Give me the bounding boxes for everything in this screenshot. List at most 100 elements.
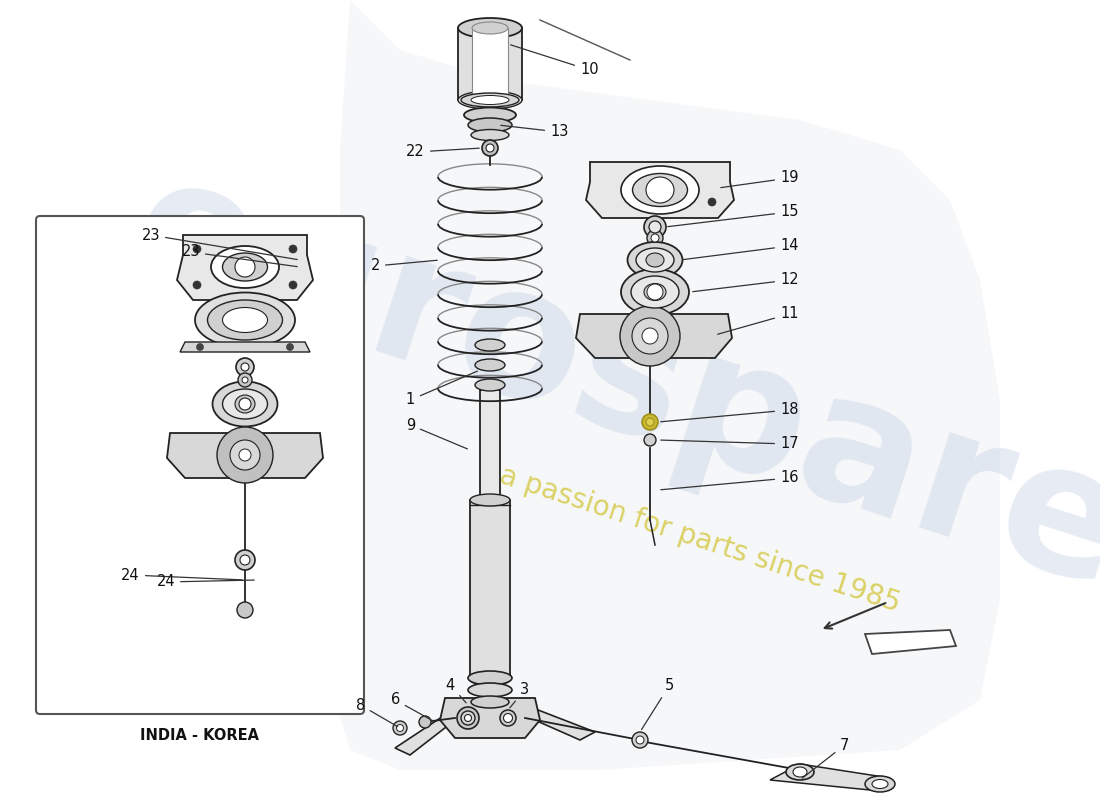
Ellipse shape (646, 177, 674, 203)
Ellipse shape (471, 696, 509, 708)
Circle shape (240, 555, 250, 565)
Polygon shape (865, 630, 956, 654)
Circle shape (286, 343, 294, 350)
Text: 18: 18 (661, 402, 799, 422)
Ellipse shape (195, 293, 295, 347)
Circle shape (192, 245, 201, 253)
Circle shape (644, 434, 656, 446)
Circle shape (289, 281, 297, 289)
Circle shape (393, 721, 407, 735)
Circle shape (646, 418, 654, 426)
Ellipse shape (208, 300, 283, 340)
Ellipse shape (468, 671, 512, 685)
Ellipse shape (475, 339, 505, 351)
Text: 1: 1 (406, 371, 477, 407)
Circle shape (236, 602, 253, 618)
Ellipse shape (475, 379, 505, 391)
Ellipse shape (461, 711, 475, 725)
Ellipse shape (872, 779, 888, 789)
Ellipse shape (471, 95, 509, 105)
Circle shape (235, 550, 255, 570)
Text: 3: 3 (509, 682, 529, 708)
Ellipse shape (222, 253, 267, 281)
Ellipse shape (475, 359, 505, 371)
Ellipse shape (793, 767, 807, 777)
Circle shape (217, 427, 273, 483)
Ellipse shape (212, 382, 277, 426)
Circle shape (642, 414, 658, 430)
Ellipse shape (458, 91, 522, 109)
Polygon shape (177, 235, 314, 300)
Text: eurospares: eurospares (110, 140, 1100, 660)
Circle shape (239, 449, 251, 461)
Polygon shape (586, 162, 734, 218)
Ellipse shape (470, 494, 510, 506)
Text: 14: 14 (683, 238, 799, 260)
Circle shape (708, 198, 716, 206)
Polygon shape (180, 342, 310, 352)
Ellipse shape (468, 118, 512, 132)
Ellipse shape (235, 395, 255, 413)
Circle shape (651, 234, 659, 242)
Ellipse shape (621, 166, 698, 214)
Text: 16: 16 (661, 470, 799, 490)
Polygon shape (167, 433, 323, 478)
Text: 15: 15 (668, 205, 799, 226)
Text: 24: 24 (121, 567, 242, 582)
Text: 9: 9 (406, 418, 468, 449)
Bar (470, 500, 510, 680)
Ellipse shape (504, 714, 513, 722)
Ellipse shape (470, 675, 510, 685)
Ellipse shape (627, 242, 682, 278)
Circle shape (642, 328, 658, 344)
Circle shape (197, 343, 204, 350)
Polygon shape (576, 314, 732, 358)
Circle shape (647, 230, 663, 246)
Text: 2: 2 (371, 258, 437, 274)
Text: INDIA - KOREA: INDIA - KOREA (141, 728, 260, 743)
Text: a passion for parts since 1985: a passion for parts since 1985 (496, 462, 904, 618)
Ellipse shape (222, 307, 267, 333)
Text: 23: 23 (182, 245, 297, 266)
Ellipse shape (621, 269, 689, 315)
Ellipse shape (472, 22, 508, 34)
Text: 5: 5 (641, 678, 674, 730)
Ellipse shape (631, 276, 679, 308)
Text: 19: 19 (720, 170, 799, 188)
Ellipse shape (235, 257, 255, 277)
Circle shape (236, 358, 254, 376)
Text: 23: 23 (142, 227, 297, 259)
Ellipse shape (211, 246, 279, 288)
Circle shape (644, 216, 666, 238)
Ellipse shape (632, 174, 688, 206)
Text: 12: 12 (693, 273, 799, 292)
Circle shape (396, 725, 404, 731)
Circle shape (636, 736, 644, 744)
Ellipse shape (865, 776, 895, 792)
Ellipse shape (644, 283, 666, 301)
Circle shape (486, 144, 494, 152)
Ellipse shape (786, 764, 814, 780)
Ellipse shape (500, 710, 516, 726)
Ellipse shape (471, 130, 509, 141)
Text: 22: 22 (406, 145, 480, 159)
Circle shape (620, 306, 680, 366)
Ellipse shape (464, 107, 516, 122)
Circle shape (632, 318, 668, 354)
Circle shape (419, 716, 431, 728)
Circle shape (242, 377, 248, 383)
FancyBboxPatch shape (36, 216, 364, 714)
Circle shape (647, 284, 663, 300)
Circle shape (482, 140, 498, 156)
Text: 17: 17 (661, 437, 799, 451)
Circle shape (632, 732, 648, 748)
Ellipse shape (456, 707, 478, 729)
Circle shape (238, 373, 252, 387)
Ellipse shape (222, 389, 267, 419)
Circle shape (649, 221, 661, 233)
Circle shape (289, 245, 297, 253)
Ellipse shape (646, 253, 664, 267)
Circle shape (239, 398, 251, 410)
Text: 4: 4 (446, 678, 466, 703)
Polygon shape (440, 698, 540, 738)
